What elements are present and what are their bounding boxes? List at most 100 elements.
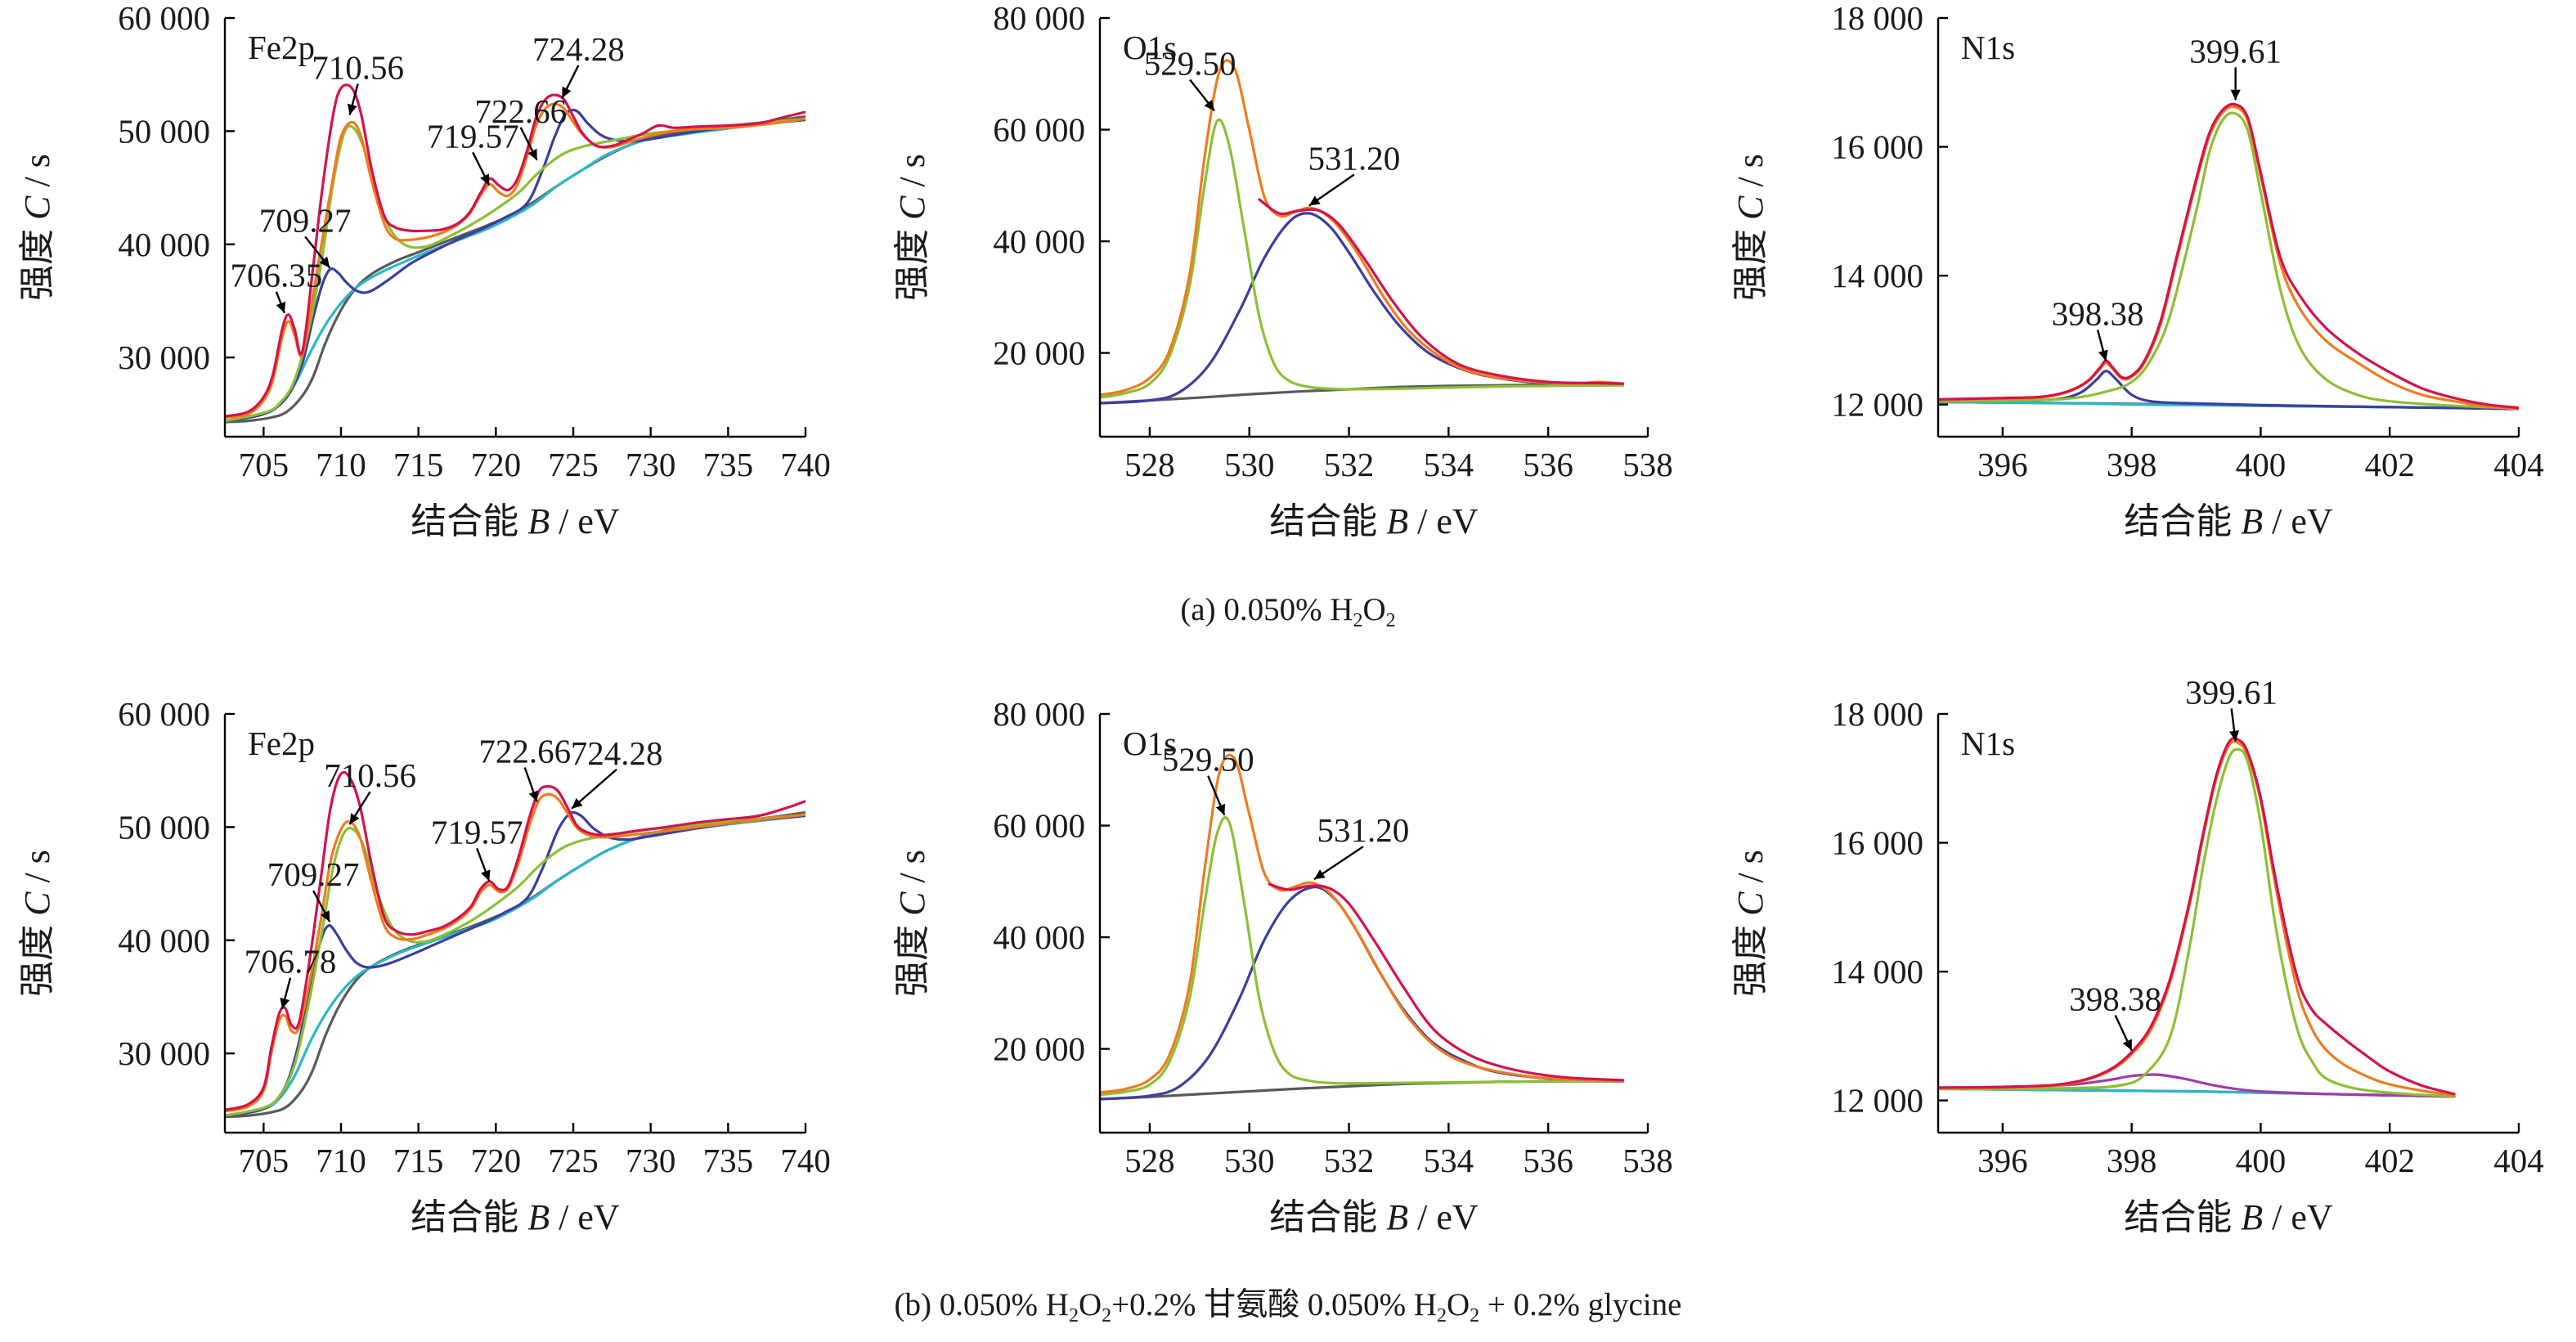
annotation-arrowhead (562, 86, 572, 98)
annotation-label: 399.61 (2185, 673, 2278, 711)
x-tick-label: 740 (780, 1142, 831, 1179)
peak-annotation: 706.78 (245, 943, 336, 1010)
y-axis-label: 强度 C / s (17, 154, 57, 301)
y-tick-label: 60 000 (118, 0, 210, 37)
x-tick-label: 398 (2107, 1142, 2157, 1179)
y-axis-label: 强度 C / s (1730, 850, 1770, 997)
x-tick-label: 534 (1424, 1142, 1474, 1179)
peak-annotation: 724.28 (532, 30, 625, 99)
series-line-fit (225, 792, 806, 1113)
series-line-envelope (225, 83, 806, 418)
panel-label: O1s (1123, 29, 1177, 66)
x-tick-label: 402 (2364, 446, 2415, 483)
x-axis-label: 结合能 B / eV (1269, 501, 1479, 541)
series-group (1100, 59, 1625, 405)
y-axis-label: 强度 C / s (892, 850, 932, 997)
y-tick-label: 16 000 (1831, 824, 1923, 862)
x-tick-label: 720 (471, 446, 522, 483)
x-tick-label: 730 (626, 1142, 676, 1179)
y-axis-label: 强度 C / s (892, 154, 932, 301)
annotation-arrowhead (347, 103, 357, 115)
peak-annotation: 710.56 (312, 49, 404, 115)
y-tick-label: 60 000 (118, 695, 210, 733)
y-axis-label: 强度 C / s (17, 850, 57, 997)
annotation-arrowhead (1313, 869, 1326, 880)
annotation-arrowhead (481, 869, 491, 882)
y-tick-label: 50 000 (118, 808, 210, 846)
x-axis-label: 结合能 B / eV (411, 1197, 620, 1237)
chart-panel-b-n1s: 396 398 400 402 404 12 000 14 000 16 000 18 000 N… (1730, 673, 2544, 1237)
y-tick-label: 40 000 (993, 918, 1085, 956)
series-line-background (225, 114, 806, 424)
x-axis-label: 结合能 B / eV (2124, 1197, 2333, 1237)
y-tick-label: 16 000 (1831, 128, 1923, 166)
series-line-comp1 (1100, 118, 1625, 399)
peak-annotation: 706.35 (231, 257, 323, 314)
x-tick-label: 740 (780, 446, 831, 483)
peak-annotation: 398.38 (2069, 980, 2161, 1051)
y-tick-label: 60 000 (993, 807, 1085, 845)
series-group (1938, 737, 2456, 1098)
y-tick-label: 60 000 (993, 111, 1085, 149)
panel-label: Fe2p (248, 29, 315, 66)
series-line-fit (1938, 105, 2519, 411)
series-group (225, 770, 806, 1119)
peak-annotation: 529.50 (1162, 741, 1254, 816)
x-tick-label: 705 (239, 446, 289, 483)
y-tick-label: 12 000 (1831, 386, 1923, 424)
x-tick-label: 715 (393, 446, 444, 483)
series-group (1100, 753, 1625, 1101)
annotation-label: 706.35 (231, 257, 323, 294)
x-tick-label: 532 (1324, 446, 1375, 483)
y-tick-label: 40 000 (993, 222, 1085, 260)
annotation-arrowhead (349, 813, 360, 825)
chart-panel-a-o1s: 528 530 532 534 536 538 20 000 40 000 60 000 80 0… (892, 0, 1673, 541)
y-tick-label: 18 000 (1831, 0, 1923, 37)
peak-annotation: 531.20 (1313, 811, 1409, 881)
peak-annotation: 399.61 (2189, 32, 2282, 101)
y-tick-label: 40 000 (118, 922, 210, 959)
x-tick-label: 532 (1324, 1142, 1375, 1179)
x-tick-label: 536 (1523, 1142, 1573, 1179)
annotation-label: 529.50 (1162, 741, 1254, 779)
series-line-envelope (1938, 102, 2519, 410)
x-tick-label: 396 (1977, 1142, 2028, 1179)
peak-annotation: 719.57 (431, 813, 523, 882)
series-line-comp1 (1100, 816, 1625, 1097)
x-tick-label: 398 (2107, 446, 2157, 483)
x-tick-label: 396 (1977, 446, 2028, 483)
series-line-fit (1100, 59, 1625, 397)
annotation-arrowhead (1204, 99, 1215, 111)
x-tick-label: 538 (1622, 446, 1673, 483)
series-line-comp1 (1938, 747, 2456, 1098)
y-tick-label: 50 000 (118, 112, 210, 150)
series-line-envelope (1258, 198, 1625, 385)
x-tick-label: 530 (1224, 446, 1275, 483)
x-axis-label: 结合能 B / eV (1269, 1197, 1479, 1237)
annotation-arrowhead (280, 997, 290, 1009)
panel-label: O1s (1123, 725, 1177, 762)
y-tick-label: 30 000 (118, 1035, 210, 1072)
row-captions: (a) 0.050% H2O2 (b) 0.050% H2O2+0.2% 甘氨酸 … (895, 592, 1682, 1326)
annotation-arrowhead (276, 301, 286, 313)
x-tick-label: 404 (2493, 446, 2544, 483)
annotation-label: 722.66 (474, 92, 567, 130)
y-axis-label: 强度 C / s (1730, 154, 1770, 301)
annotation-label: 724.28 (532, 30, 625, 68)
peak-annotation: 529.50 (1144, 44, 1236, 112)
annotation-arrowhead (480, 173, 490, 186)
y-tick-label: 40 000 (118, 226, 210, 263)
annotation-label: 709.27 (259, 201, 352, 239)
series-group (225, 83, 806, 424)
annotation-arrowhead (320, 910, 330, 922)
chart-panel-b-o1s: 528 530 532 534 536 538 20 000 40 000 60 000 80 0… (892, 695, 1673, 1237)
panel-label: N1s (1961, 29, 2015, 66)
annotation-label: 529.50 (1144, 44, 1236, 82)
y-tick-label: 80 000 (993, 0, 1085, 37)
series-line-envelope (225, 770, 806, 1111)
x-tick-label: 400 (2236, 446, 2287, 483)
annotation-label: 719.57 (427, 117, 519, 155)
x-tick-label: 528 (1124, 1142, 1175, 1179)
peak-annotation: 719.57 (427, 117, 519, 186)
